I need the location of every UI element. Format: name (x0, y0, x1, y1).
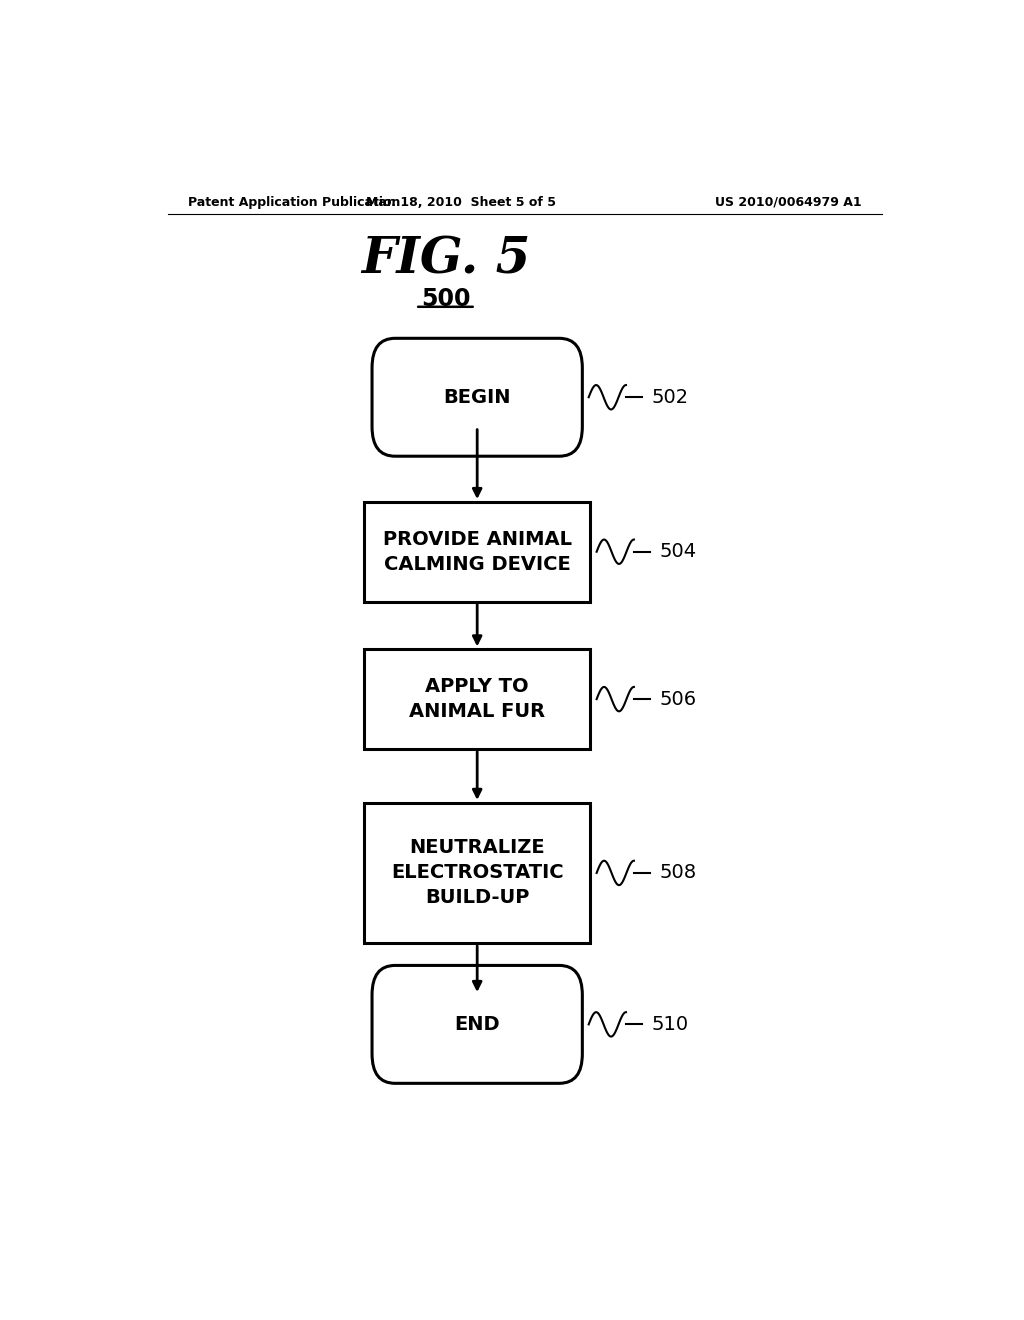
Text: PROVIDE ANIMAL
CALMING DEVICE: PROVIDE ANIMAL CALMING DEVICE (383, 529, 571, 574)
Text: 500: 500 (421, 286, 470, 310)
Bar (365, 803, 590, 942)
FancyBboxPatch shape (372, 965, 583, 1084)
Text: APPLY TO
ANIMAL FUR: APPLY TO ANIMAL FUR (410, 677, 545, 721)
Text: 506: 506 (659, 689, 696, 709)
Text: Patent Application Publication: Patent Application Publication (187, 195, 400, 209)
Text: 510: 510 (651, 1015, 688, 1034)
Text: FIG. 5: FIG. 5 (360, 235, 530, 285)
Text: 504: 504 (659, 543, 696, 561)
FancyBboxPatch shape (372, 338, 583, 457)
Bar (365, 649, 590, 748)
Text: BEGIN: BEGIN (443, 388, 511, 407)
Bar (365, 502, 590, 602)
Text: 508: 508 (659, 863, 696, 883)
Text: END: END (455, 1015, 500, 1034)
Text: 502: 502 (651, 388, 688, 407)
Text: US 2010/0064979 A1: US 2010/0064979 A1 (716, 195, 862, 209)
Text: NEUTRALIZE
ELECTROSTATIC
BUILD-UP: NEUTRALIZE ELECTROSTATIC BUILD-UP (391, 838, 563, 907)
Text: Mar. 18, 2010  Sheet 5 of 5: Mar. 18, 2010 Sheet 5 of 5 (367, 195, 556, 209)
